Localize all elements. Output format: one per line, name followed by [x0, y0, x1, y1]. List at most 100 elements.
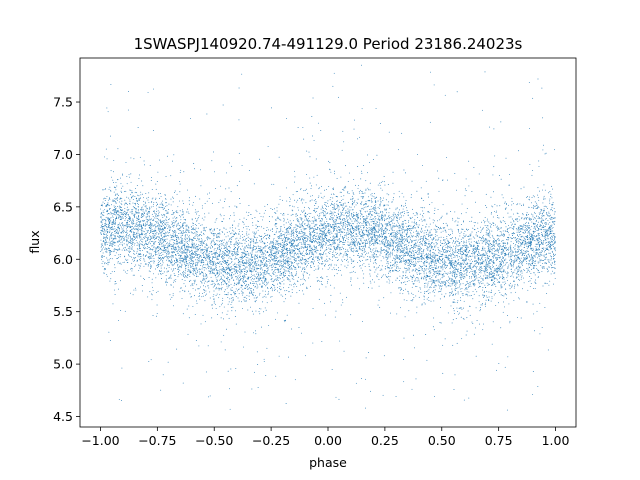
data-point — [139, 258, 141, 260]
data-point — [110, 278, 112, 280]
data-point — [160, 221, 162, 223]
data-point — [508, 247, 509, 249]
data-point — [546, 269, 548, 270]
data-point — [279, 250, 281, 252]
data-point — [282, 277, 284, 278]
data-point — [415, 261, 416, 263]
data-point — [322, 197, 324, 199]
data-point — [266, 244, 268, 246]
data-point — [114, 235, 116, 237]
data-point — [158, 263, 160, 265]
data-point — [219, 229, 221, 231]
data-point — [474, 327, 476, 329]
data-point — [225, 254, 227, 256]
data-point — [235, 276, 236, 278]
data-point — [208, 280, 210, 282]
data-point — [485, 250, 486, 252]
data-point — [145, 222, 147, 224]
data-point — [508, 252, 510, 253]
data-point — [530, 258, 532, 260]
data-point — [203, 291, 205, 293]
data-point — [310, 234, 312, 236]
data-point — [169, 228, 171, 230]
data-point — [126, 183, 128, 185]
data-point — [411, 241, 413, 242]
data-point — [126, 245, 128, 247]
data-point — [493, 248, 495, 250]
data-point — [358, 248, 360, 250]
data-point — [533, 255, 535, 257]
data-point — [188, 239, 190, 241]
data-point — [410, 225, 412, 227]
data-point — [244, 268, 246, 270]
data-point — [458, 282, 460, 284]
data-point — [245, 241, 247, 243]
data-point — [423, 237, 424, 239]
data-point — [384, 209, 386, 211]
data-point — [200, 224, 202, 226]
data-point — [449, 241, 451, 243]
data-point — [439, 285, 441, 287]
data-point — [231, 268, 232, 270]
data-point — [332, 203, 333, 205]
data-point — [311, 228, 313, 229]
data-point — [316, 233, 318, 235]
data-point — [156, 180, 158, 182]
data-point — [245, 219, 247, 220]
data-point — [510, 216, 512, 218]
data-point — [464, 276, 466, 278]
data-point — [198, 238, 200, 240]
data-point — [354, 236, 356, 238]
data-point — [409, 230, 411, 232]
data-point — [318, 236, 320, 238]
data-point — [205, 275, 207, 277]
data-point — [199, 261, 201, 263]
data-point — [448, 258, 450, 260]
data-point — [381, 231, 383, 233]
data-point — [116, 230, 118, 232]
data-point — [263, 259, 265, 260]
data-point — [197, 254, 199, 256]
data-point — [253, 261, 255, 263]
data-point — [502, 257, 504, 259]
data-point — [347, 232, 349, 234]
data-point — [543, 214, 544, 216]
data-point — [463, 277, 465, 279]
data-point — [382, 216, 384, 218]
data-point — [250, 279, 252, 281]
data-point — [399, 217, 401, 219]
data-point — [155, 247, 157, 249]
data-point — [448, 243, 450, 245]
data-point — [245, 245, 247, 247]
data-point — [338, 208, 340, 210]
data-point — [140, 263, 142, 265]
data-point — [285, 252, 286, 254]
data-point — [292, 250, 294, 252]
data-point — [165, 227, 166, 229]
data-point — [381, 216, 382, 218]
data-point — [370, 282, 372, 284]
data-point — [196, 248, 198, 250]
data-point — [508, 184, 510, 186]
data-point — [214, 262, 216, 264]
data-point — [271, 296, 273, 297]
data-point — [175, 231, 177, 233]
data-point — [295, 268, 297, 270]
data-point — [294, 170, 295, 172]
data-point — [122, 230, 124, 232]
data-point — [493, 260, 494, 262]
data-point — [319, 280, 321, 282]
data-point — [171, 257, 173, 259]
data-point — [411, 278, 413, 280]
data-point — [192, 222, 194, 224]
data-point — [180, 241, 182, 243]
data-point — [214, 284, 216, 286]
data-point — [157, 229, 159, 231]
data-point — [370, 260, 372, 262]
data-point — [388, 241, 390, 243]
data-point — [221, 241, 223, 243]
data-point — [182, 235, 184, 236]
data-point — [323, 237, 325, 239]
data-point — [363, 226, 365, 228]
data-point — [160, 259, 162, 261]
